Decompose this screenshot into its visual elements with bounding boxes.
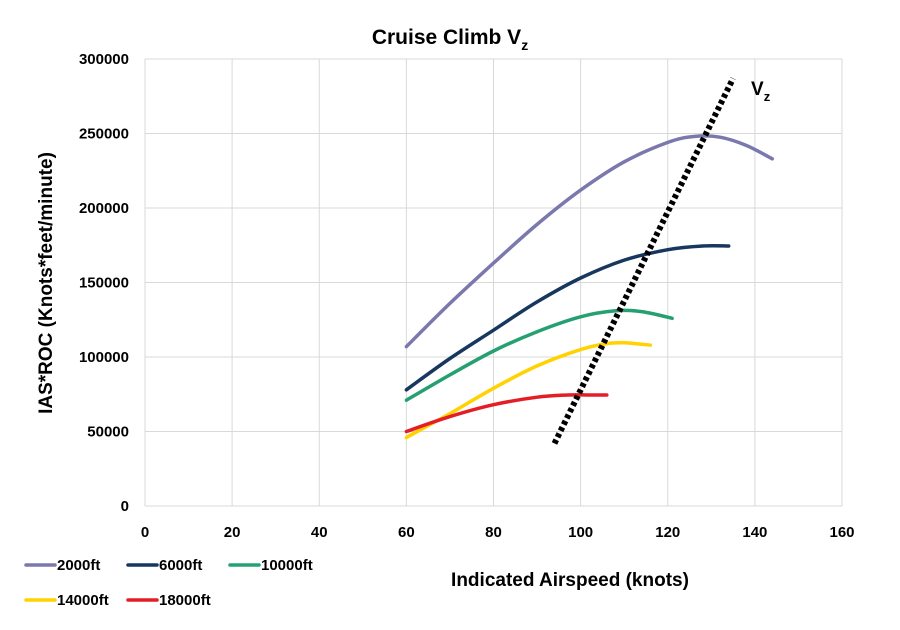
series-line-14000ft [404,340,653,440]
y-axis-ticks: 0 50000 100000 150000 200000 250000 300000 [79,51,129,515]
vz-dotted-line [551,77,736,445]
legend-label: 14000ft [57,592,109,609]
series-line-18000ft [404,393,609,434]
legend-label: 10000ft [261,557,313,574]
legend-label: 18000ft [159,592,211,609]
legend-label: 6000ft [159,557,202,574]
legend-entry-6000ft: 6000ft [126,557,202,574]
y-tick-label: 100000 [79,349,129,366]
y-tick-label: 250000 [79,126,129,143]
x-tick-label: 100 [568,524,593,541]
y-tick-label: 300000 [79,51,129,68]
legend-label: 2000ft [57,557,100,574]
legend-entry-2000ft: 2000ft [24,557,100,574]
x-tick-label: 40 [311,524,328,541]
gridlines [144,58,843,507]
x-tick-label: 160 [829,524,854,541]
x-tick-label: 140 [742,524,767,541]
series-line-2000ft [404,134,775,349]
x-tick-label: 20 [224,524,241,541]
x-axis-title: Indicated Airspeed (knots) [451,570,689,591]
x-axis-ticks: 0 20 40 60 80 100 120 140 160 [141,524,855,541]
series-lines [404,134,775,440]
series-line-10000ft [404,308,674,402]
legend-entry-14000ft: 14000ft [24,592,109,609]
x-tick-label: 0 [141,524,149,541]
y-tick-label: 0 [121,498,129,515]
legend-entry-18000ft: 18000ft [126,592,211,609]
x-tick-label: 120 [655,524,680,541]
y-axis-title: IAS*ROC (Knots*feet/minute) [36,152,57,414]
vz-line [551,77,736,445]
y-tick-label: 200000 [79,200,129,217]
y-tick-label: 150000 [79,275,129,292]
x-tick-label: 60 [398,524,415,541]
y-tick-label: 50000 [87,424,129,441]
chart-title: Cruise Climb Vz [372,26,528,53]
legend: 2000ft 6000ft 10000ft 14000ft 18000ft [24,557,313,609]
x-tick-label: 80 [485,524,502,541]
legend-entry-10000ft: 10000ft [228,557,313,574]
vz-label: Vz [751,79,771,104]
series-line-6000ft [404,243,731,392]
